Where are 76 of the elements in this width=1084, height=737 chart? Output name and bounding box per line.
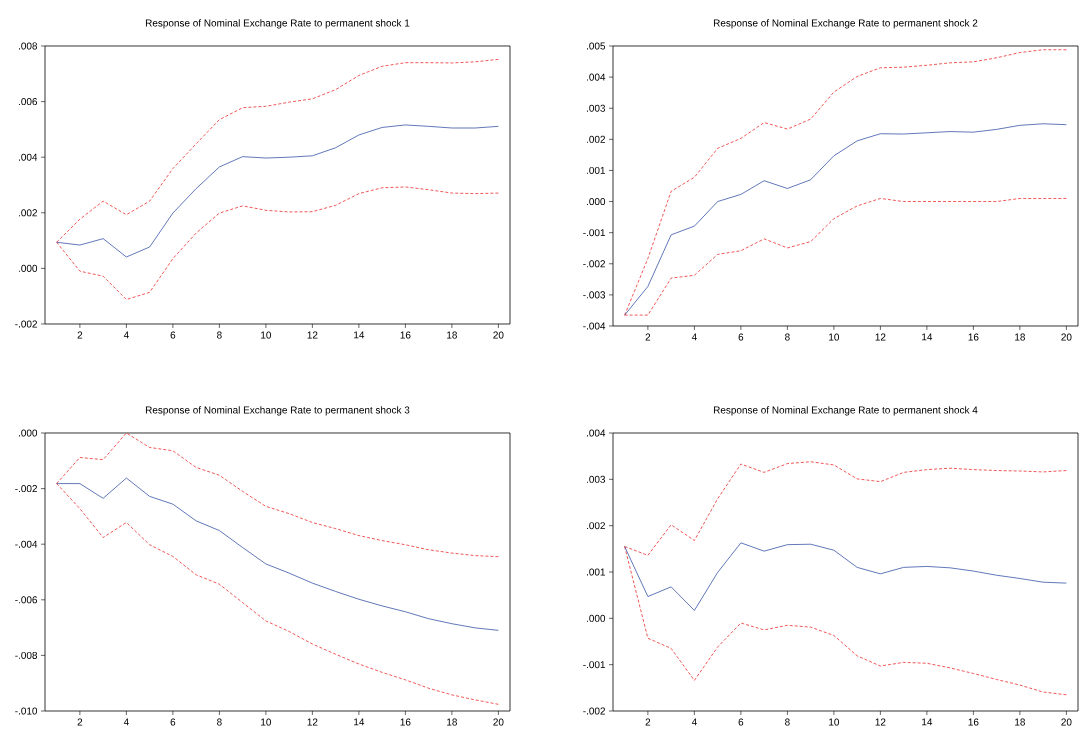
x-tick-label: 18 [447,718,457,726]
y-tick-label: -.002 [583,260,605,268]
x-tick-label: 4 [691,718,697,726]
y-tick-label: -.001 [583,229,606,237]
line-series [624,542,1067,611]
x-tick-label: 4 [123,718,129,726]
x-tick-label: 8 [217,331,222,339]
x-tick-label: 8 [785,718,790,726]
x-tick-label: 20 [493,331,504,339]
y-tick-label: -.002 [15,320,37,328]
x-tick-label: 4 [691,333,697,341]
y-tick-label: .002 [587,135,605,143]
x-tick-label: 20 [1061,718,1072,726]
x-tick-label: 4 [123,331,129,339]
y-tick-label: -.002 [583,707,605,715]
y-tick-label: -.004 [15,540,38,548]
y-tick-label: .003 [587,475,606,483]
x-tick-label: 20 [493,718,504,726]
line-series [56,124,499,258]
x-tick-label: 16 [968,718,979,726]
x-tick-label: 6 [738,718,744,726]
x-tick-label: 12 [875,718,886,726]
x-tick-label: 14 [354,331,365,339]
x-tick-label: 14 [354,718,365,726]
y-tick-label: .002 [19,209,37,217]
x-tick-label: 12 [875,333,886,341]
x-tick-label: 10 [829,718,840,726]
x-tick-label: 16 [400,718,411,726]
y-tick-label: .003 [587,104,606,112]
x-tick-label: 2 [77,331,83,339]
x-tick-label: 6 [738,333,744,341]
y-tick-label: .001 [587,166,606,174]
line-series [56,477,499,631]
y-tick-label: -.006 [15,596,38,604]
x-tick-label: 10 [829,333,840,341]
y-tick-label: .008 [19,42,38,50]
x-tick-label: 12 [307,718,318,726]
x-tick-label: 18 [1015,718,1025,726]
x-tick-label: 12 [307,331,318,339]
y-tick-label: .004 [19,153,38,161]
y-tick-label: -.002 [15,485,37,493]
x-tick-label: 18 [447,331,457,339]
chart-title: Response of Nominal Exchange Rate to permanent shock 3 [145,406,410,416]
y-tick-label: .006 [19,98,38,106]
y-tick-label: .004 [587,73,606,81]
y-tick-label: .000 [587,198,606,206]
x-tick-label: 2 [645,333,651,341]
y-tick-label: -.004 [583,322,606,330]
chart-title: Response of Nominal Exchange Rate to permanent shock 2 [713,19,978,29]
x-tick-label: 6 [170,718,176,726]
x-tick-label: 2 [645,718,651,726]
chart-title: Response of Nominal Exchange Rate to permanent shock 4 [713,406,978,416]
x-tick-label: 8 [217,718,222,726]
x-tick-label: 16 [400,331,411,339]
y-tick-label: .000 [19,264,38,272]
x-tick-label: 6 [170,331,176,339]
x-tick-label: 10 [261,718,272,726]
x-tick-label: 10 [261,331,272,339]
x-tick-label: 20 [1061,333,1072,341]
x-tick-label: 14 [922,333,933,341]
y-tick-label: .000 [587,614,606,622]
x-tick-label: 2 [77,718,83,726]
x-tick-label: 14 [922,718,933,726]
x-tick-label: 16 [968,333,979,341]
x-tick-label: 8 [785,333,790,341]
x-tick-label: 18 [1015,333,1025,341]
y-tick-label: .002 [587,522,605,530]
y-tick-label: .000 [19,429,38,437]
y-tick-label: -.010 [15,707,38,715]
chart-title: Response of Nominal Exchange Rate to permanent shock 1 [145,19,410,29]
y-tick-label: .005 [587,42,606,50]
y-tick-label: -.008 [15,651,38,659]
y-tick-label: .004 [587,429,606,437]
y-tick-label: .001 [587,568,606,576]
y-tick-label: -.001 [583,661,606,669]
y-tick-label: -.003 [583,291,606,299]
